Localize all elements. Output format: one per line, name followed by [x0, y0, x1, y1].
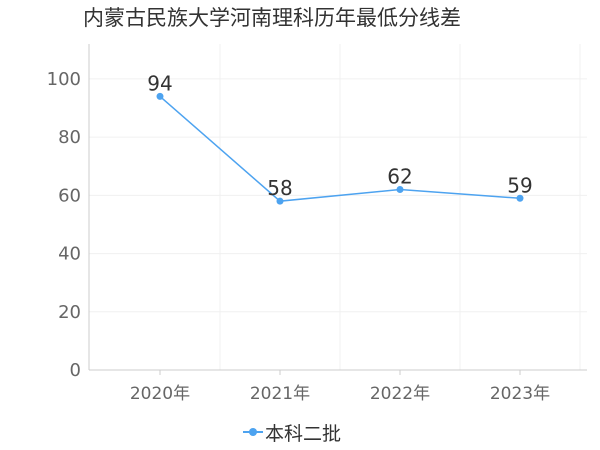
y-tick-label-100: 100 [47, 69, 81, 90]
data-point-1[interactable] [276, 197, 284, 205]
series-layer [156, 92, 524, 205]
x-tick-label-0: 2020年 [130, 384, 190, 404]
data-label-0: 94 [147, 71, 172, 95]
legend-marker-icon [243, 426, 263, 438]
x-tick-label-1: 2021年 [250, 384, 310, 404]
legend[interactable]: 本科二批 [243, 418, 341, 446]
y-tick-label-0: 0 [70, 360, 81, 381]
legend-label: 本科二批 [265, 422, 342, 445]
y-tick-label-80: 80 [58, 127, 81, 148]
y-tick-label-40: 40 [58, 244, 81, 265]
data-label-1: 58 [267, 176, 292, 200]
y-tick-labels: 0 20 40 60 80 100 [47, 69, 81, 381]
data-point-3[interactable] [516, 194, 524, 202]
series-line [159, 95, 521, 202]
axes [88, 44, 587, 371]
x-tick-label-3: 2023年 [490, 384, 550, 404]
data-point-0[interactable] [156, 92, 164, 100]
chart-title: 内蒙古民族大学河南理科历年最低分线差 [83, 6, 461, 30]
y-tick-label-20: 20 [58, 302, 81, 323]
data-labels: 94 58 62 59 [147, 71, 532, 200]
data-label-3: 59 [507, 173, 532, 197]
x-tick-labels: 2020年 2021年 2022年 2023年 [130, 370, 550, 404]
x-tick-label-2: 2022年 [370, 384, 430, 404]
data-label-2: 62 [387, 165, 412, 189]
y-tick-label-60: 60 [58, 185, 81, 206]
data-point-2[interactable] [396, 186, 404, 194]
